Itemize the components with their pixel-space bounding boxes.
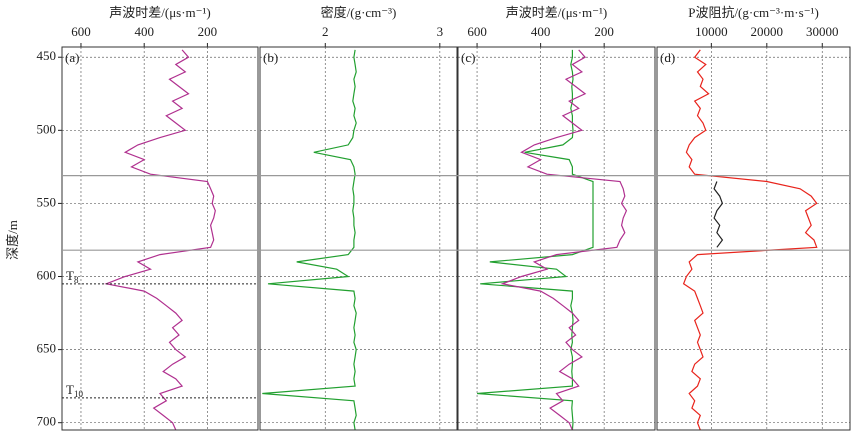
y-tick-label: 450 xyxy=(37,48,57,63)
y-tick-label: 550 xyxy=(37,194,57,209)
track-title: P波阻抗/(g·cm⁻³·m·s⁻¹) xyxy=(688,5,819,20)
x-tick-label: 200 xyxy=(198,24,218,39)
log-curve xyxy=(713,181,724,248)
x-tick-label: 400 xyxy=(134,24,154,39)
y-tick-label: 700 xyxy=(37,414,57,429)
panel-label: (d) xyxy=(660,50,675,65)
marker-label-sub: 8 xyxy=(74,275,79,285)
y-tick-label: 650 xyxy=(37,341,57,356)
x-tick-label: 20000 xyxy=(751,24,784,39)
x-tick-label: 600 xyxy=(71,24,91,39)
x-tick-label: 30000 xyxy=(806,24,839,39)
track-frame xyxy=(61,46,259,431)
track-title: 声波时差/(μs·m⁻¹) xyxy=(506,5,608,20)
x-tick-label: 3 xyxy=(437,24,444,39)
track-title: 声波时差/(μs·m⁻¹) xyxy=(109,5,211,20)
y-axis-title: 深度/m xyxy=(5,220,20,260)
marker-label-sub: 10 xyxy=(74,389,84,399)
x-tick-label: 600 xyxy=(467,24,487,39)
track-frame xyxy=(656,46,851,431)
x-tick-label: 10000 xyxy=(695,24,728,39)
y-tick-label: 600 xyxy=(37,267,57,282)
panel-label: (a) xyxy=(65,50,79,65)
track-frame xyxy=(259,46,458,431)
log-curve xyxy=(477,49,594,430)
x-tick-label: 2 xyxy=(322,24,329,39)
x-tick-label: 200 xyxy=(594,24,614,39)
log-curve xyxy=(262,49,357,430)
track-title: 密度/(g·cm⁻³) xyxy=(321,5,397,20)
marker-label: T xyxy=(66,382,74,397)
log-curve xyxy=(104,49,216,430)
log-curve xyxy=(682,49,818,430)
marker-label: T xyxy=(66,268,74,283)
panel-label: (c) xyxy=(461,50,475,65)
log-curve xyxy=(500,49,628,430)
y-tick-label: 500 xyxy=(37,121,57,136)
panel-label: (b) xyxy=(263,50,278,65)
track-frame xyxy=(457,46,656,431)
x-tick-label: 400 xyxy=(531,24,551,39)
